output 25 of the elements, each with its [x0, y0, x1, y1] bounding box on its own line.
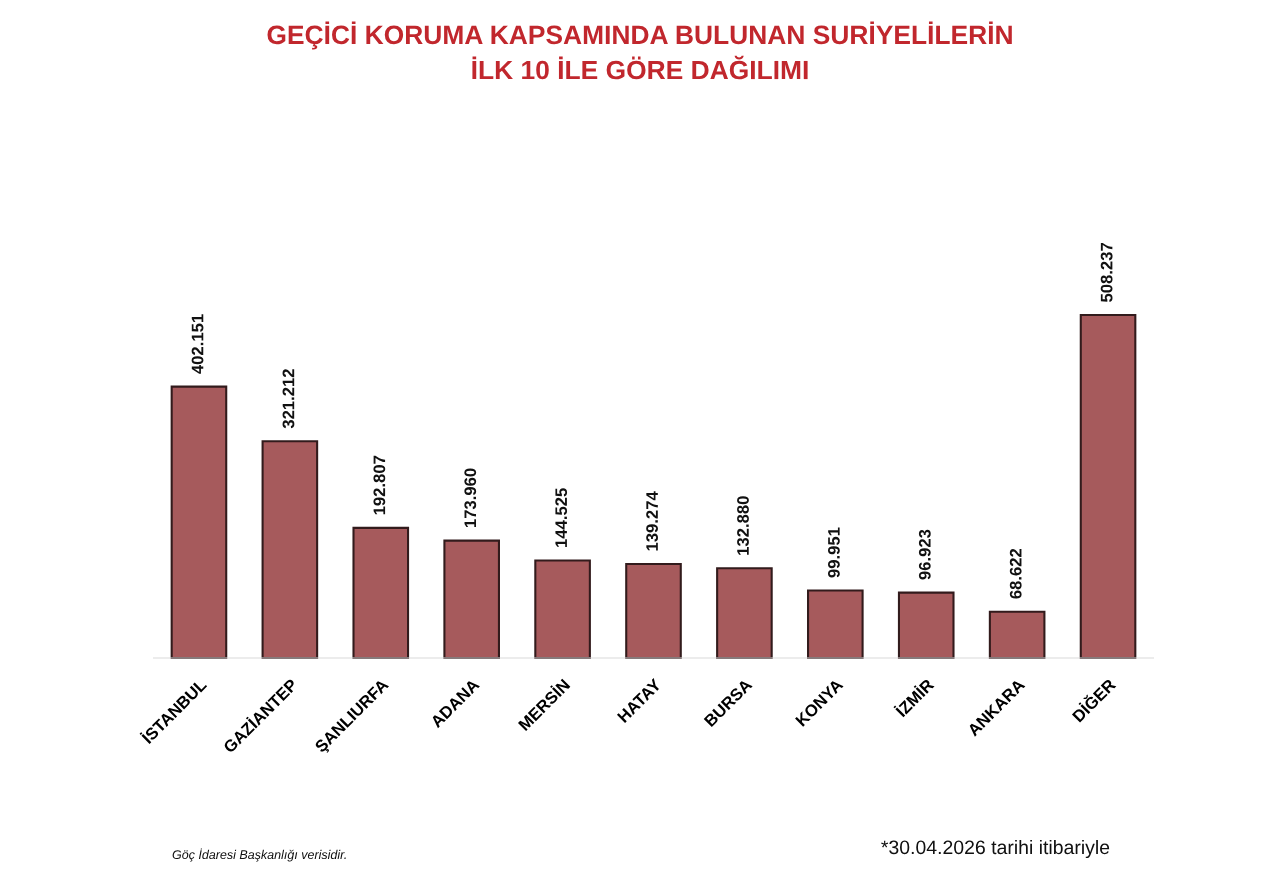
data-label: 508.237: [1100, 242, 1113, 302]
bar: [261, 440, 319, 660]
bar: [352, 526, 410, 660]
data-label: 139.274: [646, 491, 658, 551]
data-label: 96.923: [918, 529, 931, 580]
text: *30.04.2026 tarihi itibariyle: [881, 839, 1110, 859]
data-label: 132.880: [737, 496, 749, 555]
data-label: 68.622: [1009, 548, 1022, 599]
bar: [443, 539, 500, 660]
text: Göç İdaresi Başkanlığı verisidir.: [172, 848, 346, 862]
data-label: 192.807: [373, 455, 386, 515]
bar: [1079, 313, 1137, 660]
chart-title: GEÇİCİ KORUMA KAPSAMINDA BULUNAN SURİYELİLERİN İLK 10 İLE GÖRE DAĞILIMI: [267, 21, 1012, 80]
bar: [897, 591, 955, 660]
data-label: 144.525: [555, 488, 568, 547]
bar: [170, 385, 228, 660]
bar: [807, 589, 864, 660]
data-label: 173.960: [464, 468, 477, 528]
data-label: 321.212: [282, 369, 295, 429]
data-label: 99.951: [827, 527, 840, 578]
bar: [625, 562, 682, 660]
bar: [988, 610, 1046, 660]
bar: [534, 559, 591, 660]
bar: [716, 567, 773, 660]
data-label: 402.151: [191, 314, 204, 374]
